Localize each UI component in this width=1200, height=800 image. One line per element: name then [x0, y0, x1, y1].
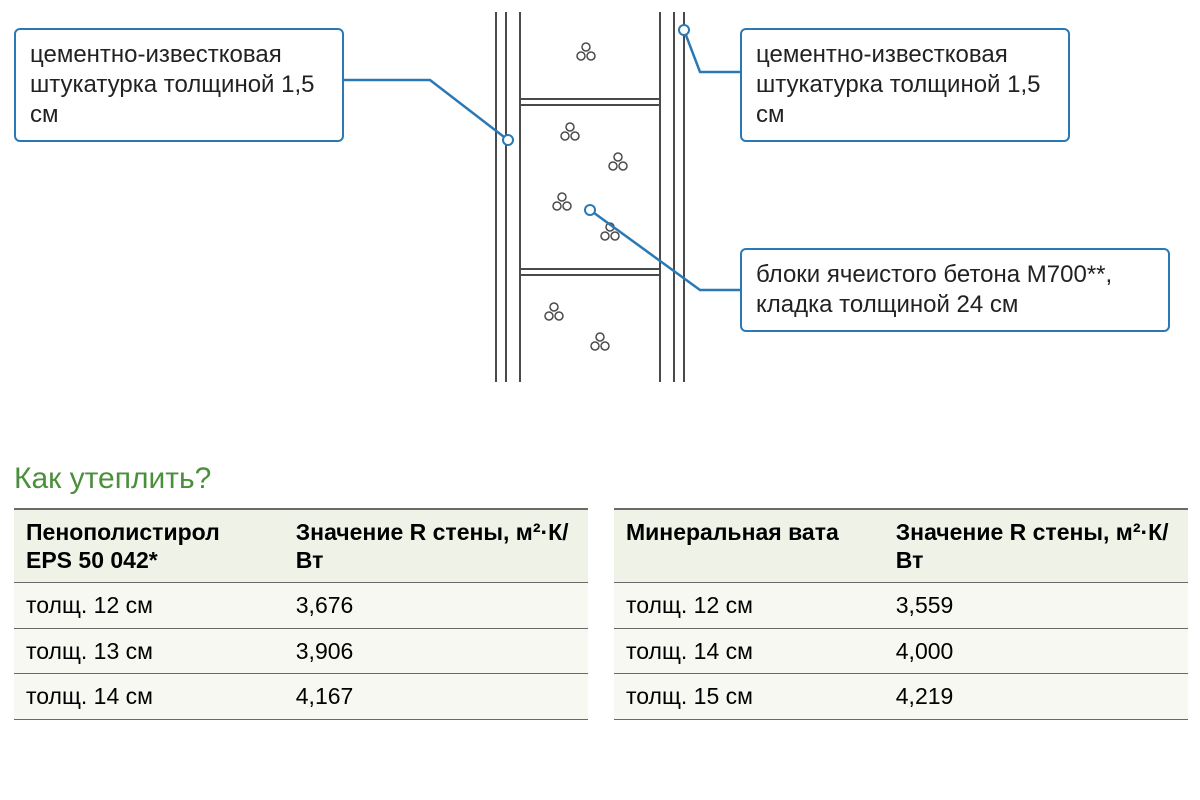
- table-cell: 4,167: [284, 674, 588, 720]
- table-header: Пенополистирол EPS 50 042*: [14, 509, 284, 583]
- table-row: толщ. 12 см3,559: [614, 583, 1188, 629]
- table-cell: толщ. 14 см: [614, 628, 884, 674]
- callout-right-plaster: цементно-известковая штукатурка толщиной…: [740, 28, 1070, 142]
- callout-left-text: цементно-известковая штукатурка толщиной…: [30, 41, 314, 128]
- table-cell: 4,000: [884, 628, 1188, 674]
- table-cell: 4,219: [884, 674, 1188, 720]
- table-header: Минеральная вата: [614, 509, 884, 583]
- stage: цементно-известковая штукатурка толщиной…: [0, 0, 1200, 800]
- table-row: толщ. 15 см4,219: [614, 674, 1188, 720]
- callout-block: блоки ячеистого бетона М700**, кладка то…: [740, 248, 1170, 332]
- table-polystyrene: Пенополистирол EPS 50 042* Значение R ст…: [14, 508, 588, 720]
- table-header: Значение R стены, м²·К/Вт: [884, 509, 1188, 583]
- table-mineral-wool: Минеральная вата Значение R стены, м²·К/…: [614, 508, 1188, 720]
- table-header: Значение R стены, м²·К/Вт: [284, 509, 588, 583]
- table-row: толщ. 14 см4,000: [614, 628, 1188, 674]
- table-body: толщ. 12 см3,559толщ. 14 см4,000толщ. 15…: [614, 583, 1188, 720]
- section-heading: Как утеплить?: [14, 462, 211, 496]
- table-cell: 3,906: [284, 628, 588, 674]
- table-row: толщ. 12 см3,676: [14, 583, 588, 629]
- table-cell: толщ. 12 см: [614, 583, 884, 629]
- table-cell: толщ. 14 см: [14, 674, 284, 720]
- wall-svg: [490, 12, 690, 382]
- tables-container: Пенополистирол EPS 50 042* Значение R ст…: [14, 508, 1188, 720]
- heading-text: Как утеплить?: [14, 462, 211, 495]
- table-cell: 3,559: [884, 583, 1188, 629]
- table-cell: 3,676: [284, 583, 588, 629]
- table-cell: толщ. 13 см: [14, 628, 284, 674]
- callout-left-plaster: цементно-известковая штукатурка толщиной…: [14, 28, 344, 142]
- callout-right-text: цементно-известковая штукатурка толщиной…: [756, 41, 1040, 128]
- table-row: толщ. 13 см3,906: [14, 628, 588, 674]
- wall-cross-section: [490, 12, 690, 382]
- table-cell: толщ. 15 см: [614, 674, 884, 720]
- table-body: толщ. 12 см3,676толщ. 13 см3,906толщ. 14…: [14, 583, 588, 720]
- table-row: толщ. 14 см4,167: [14, 674, 588, 720]
- table-cell: толщ. 12 см: [14, 583, 284, 629]
- callout-block-text: блоки ячеистого бетона М700**, кладка то…: [756, 261, 1112, 318]
